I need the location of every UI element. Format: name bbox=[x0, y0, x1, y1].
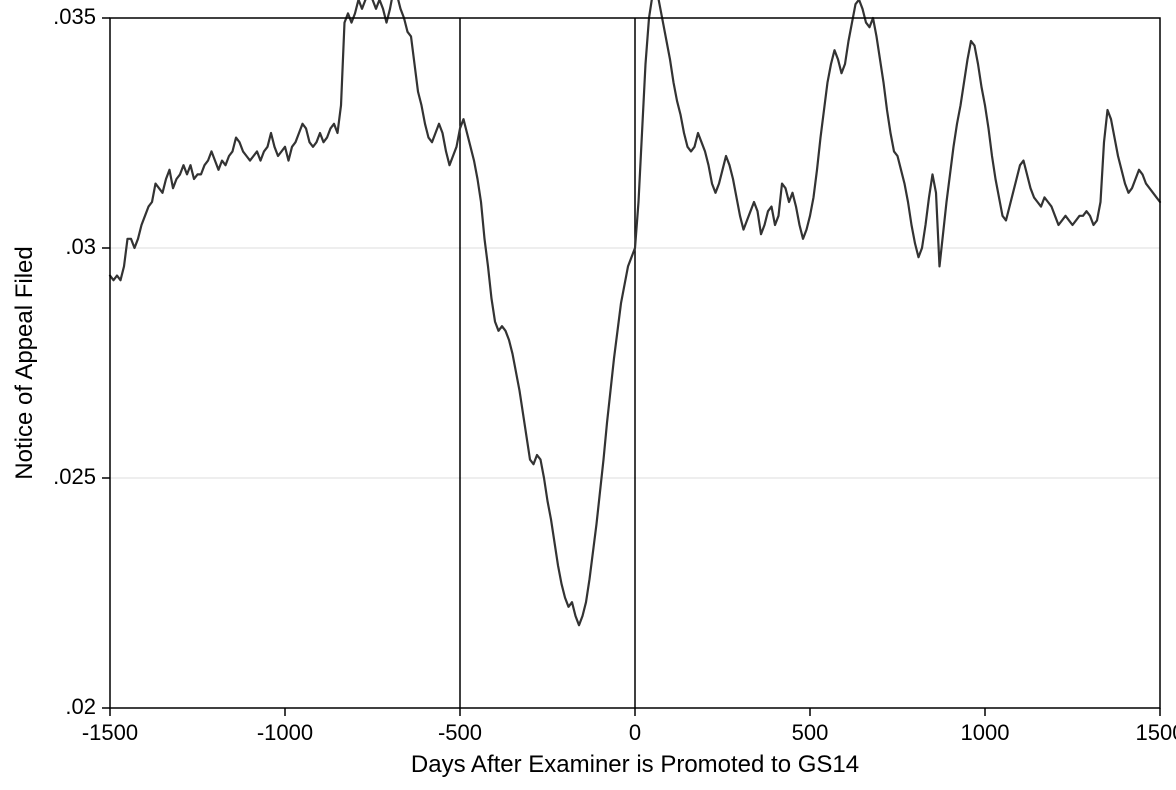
x-tick-label: 0 bbox=[629, 720, 641, 745]
y-axis-label: Notice of Appeal Filed bbox=[11, 246, 38, 479]
x-tick-label: 1000 bbox=[961, 720, 1010, 745]
chart-svg: -1500 -1000 -500 0 500 1000 1500 .02 .025 .03 .035… bbox=[0, 0, 1176, 790]
x-tick-label: -1000 bbox=[257, 720, 313, 745]
x-tick-label: 500 bbox=[792, 720, 829, 745]
y-tick-label: .025 bbox=[53, 464, 96, 489]
y-tick-label: .02 bbox=[65, 694, 96, 719]
x-tick-label: 1500 bbox=[1136, 720, 1176, 745]
chart-bg bbox=[0, 0, 1176, 790]
x-tick-label: -1500 bbox=[82, 720, 138, 745]
x-tick-label: -500 bbox=[438, 720, 482, 745]
y-tick-label: .035 bbox=[53, 4, 96, 29]
x-axis-label: Days After Examiner is Promoted to GS14 bbox=[411, 751, 859, 778]
line-chart: -1500 -1000 -500 0 500 1000 1500 .02 .025 .03 .035… bbox=[0, 0, 1176, 790]
y-tick-label: .03 bbox=[65, 234, 96, 259]
